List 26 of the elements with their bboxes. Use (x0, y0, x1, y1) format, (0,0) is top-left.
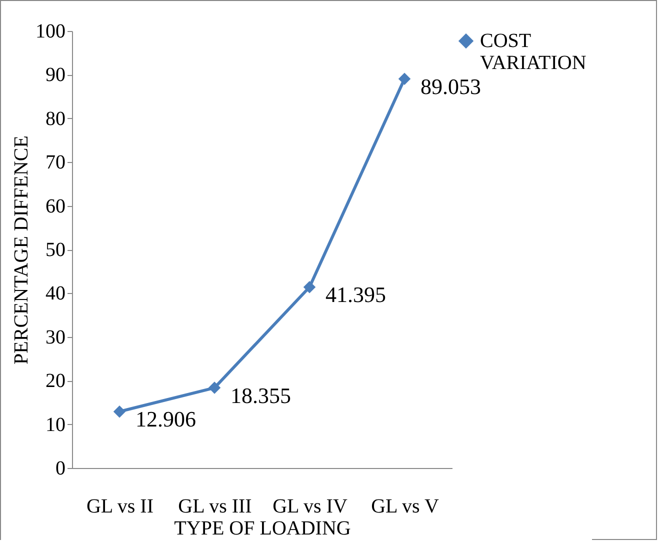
x-tick-label: GL vs III (178, 496, 252, 518)
y-tick-label: 0 (56, 458, 66, 480)
y-tick-label: 90 (46, 64, 66, 86)
y-tick-label: 100 (36, 20, 66, 42)
data-label: 41.395 (326, 282, 386, 308)
x-tick-label: GL vs IV (272, 496, 348, 518)
x-tick-label: GL vs II (86, 496, 154, 518)
y-tick-label: 80 (46, 108, 66, 130)
y-axis-title: PERCENTAGE DIFFENCE (10, 136, 32, 364)
y-tick-label: 20 (46, 370, 66, 392)
y-tick-label: 30 (46, 326, 66, 348)
legend-label: COST VARIATION (480, 30, 586, 74)
y-tick-label: 70 (46, 152, 66, 174)
point (398, 72, 411, 85)
point (113, 405, 126, 418)
y-tick-label: 40 (46, 282, 66, 305)
point (303, 280, 316, 294)
y-tick-label: 50 (46, 239, 66, 261)
data-label: 18.355 (230, 382, 291, 408)
point (208, 382, 221, 394)
y-tick-label: 60 (46, 195, 66, 218)
data-label: 12.906 (136, 406, 196, 432)
y-tick-label: 10 (46, 414, 66, 436)
x-tick-label: GL vs V (371, 496, 440, 518)
data-label: 89.053 (420, 74, 481, 99)
x-axis-title: TYPE OF LOADING (174, 518, 351, 540)
